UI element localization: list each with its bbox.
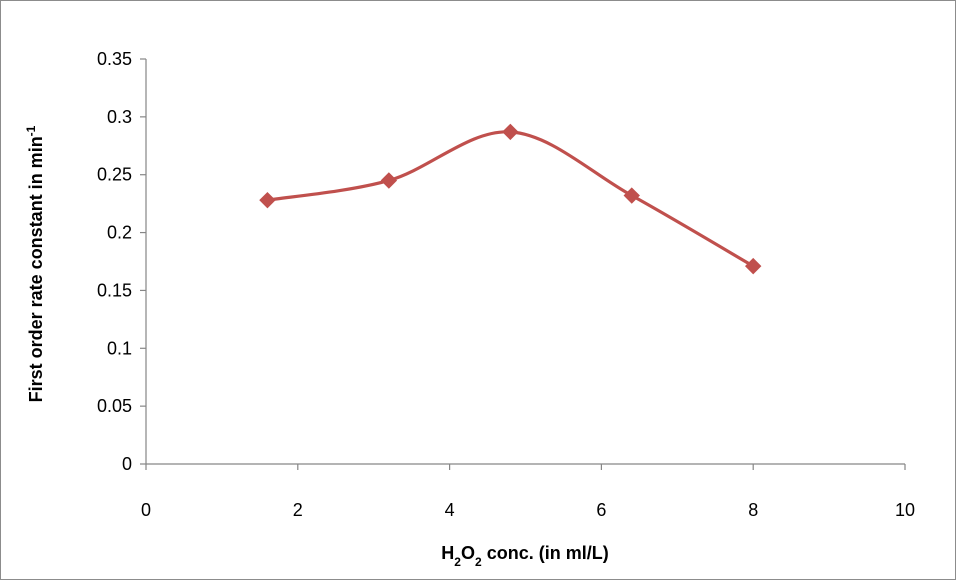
x-tick-label: 8 xyxy=(748,500,758,520)
x-axis-title-subscript-1: 2 xyxy=(454,555,461,569)
data-point-marker xyxy=(380,172,398,189)
data-point-marker xyxy=(744,257,762,275)
x-tick-label: 4 xyxy=(445,500,455,520)
x-axis-title-h: H xyxy=(441,543,454,563)
x-axis-title-subscript-2: 2 xyxy=(475,555,482,569)
y-tick-label: 0.1 xyxy=(107,338,132,358)
y-axis-title-text: First order rate constant in min xyxy=(26,136,46,402)
x-axis-title-rest: conc. (in ml/L) xyxy=(482,543,609,563)
y-tick-label: 0.3 xyxy=(107,107,132,127)
y-axis-title: First order rate constant in min-1 xyxy=(24,125,46,402)
y-tick-label: 0.15 xyxy=(97,280,132,300)
y-tick-label: 0.05 xyxy=(97,396,132,416)
x-axis-title: H2O2 conc. (in ml/L) xyxy=(441,543,608,569)
x-axis-title-o: O xyxy=(461,543,475,563)
series-line xyxy=(265,130,755,268)
x-tick-label: 0 xyxy=(141,500,151,520)
x-axis-ticks: 0 2 4 6 8 10 xyxy=(141,464,915,520)
y-tick-label: 0.35 xyxy=(97,49,132,69)
y-tick-label: 0 xyxy=(122,454,132,474)
y-tick-label: 0.25 xyxy=(97,165,132,185)
x-tick-label: 10 xyxy=(895,500,915,520)
axes xyxy=(145,59,905,465)
x-tick-label: 6 xyxy=(596,500,606,520)
x-tick-label: 2 xyxy=(293,500,303,520)
y-axis-ticks: 0 0.05 0.1 0.15 0.2 0.25 0.3 0.35 xyxy=(97,49,146,474)
y-tick-label: 0.2 xyxy=(107,223,132,243)
data-point-marker xyxy=(502,123,519,141)
series-layer xyxy=(259,123,762,275)
data-point-marker xyxy=(623,187,640,204)
data-point-marker xyxy=(259,191,276,209)
y-axis-title-superscript: -1 xyxy=(24,125,38,136)
